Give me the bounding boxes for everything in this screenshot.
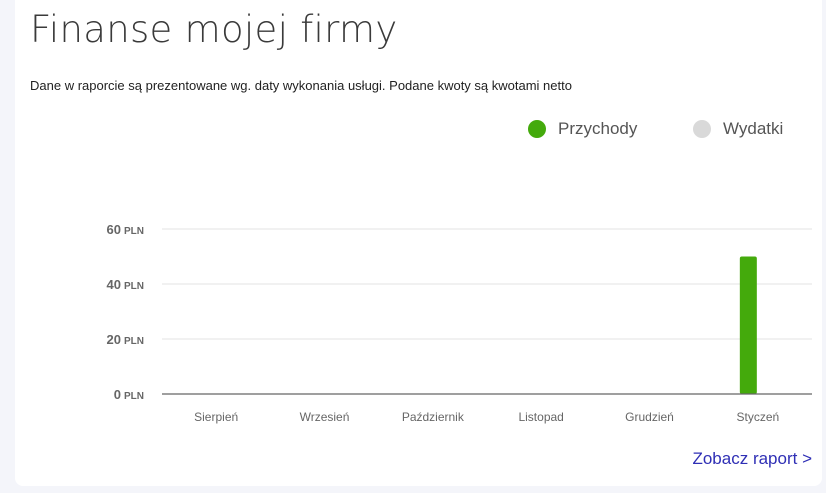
legend-dot-icon	[528, 120, 546, 138]
bar-przychody	[739, 256, 757, 394]
x-tick-label: Styczeń	[736, 410, 779, 424]
finance-card	[15, 0, 822, 486]
page-title: Finanse mojej firmy	[30, 8, 398, 51]
legend-dot-icon	[693, 120, 711, 138]
y-tick-label: 20 PLN	[107, 332, 144, 347]
legend-label: Wydatki	[723, 119, 784, 138]
x-tick-label: Listopad	[518, 410, 563, 424]
y-tick-label: 0 PLN	[114, 387, 144, 402]
view-report-link[interactable]: Zobacz raport >	[692, 449, 812, 468]
y-tick-label: 60 PLN	[107, 222, 144, 237]
y-tick-label: 40 PLN	[107, 277, 144, 292]
legend-label: Przychody	[558, 119, 638, 138]
legend-przychody[interactable]: Przychody	[528, 119, 637, 139]
x-tick-label: Grudzień	[625, 410, 674, 424]
x-tick-label: Październik	[402, 410, 465, 424]
x-tick-label: Wrzesień	[300, 410, 350, 424]
x-tick-label: Sierpień	[194, 410, 238, 424]
legend-wydatki[interactable]: Wydatki	[693, 119, 783, 139]
report-note: Dane w raporcie są prezentowane wg. daty…	[30, 78, 572, 93]
